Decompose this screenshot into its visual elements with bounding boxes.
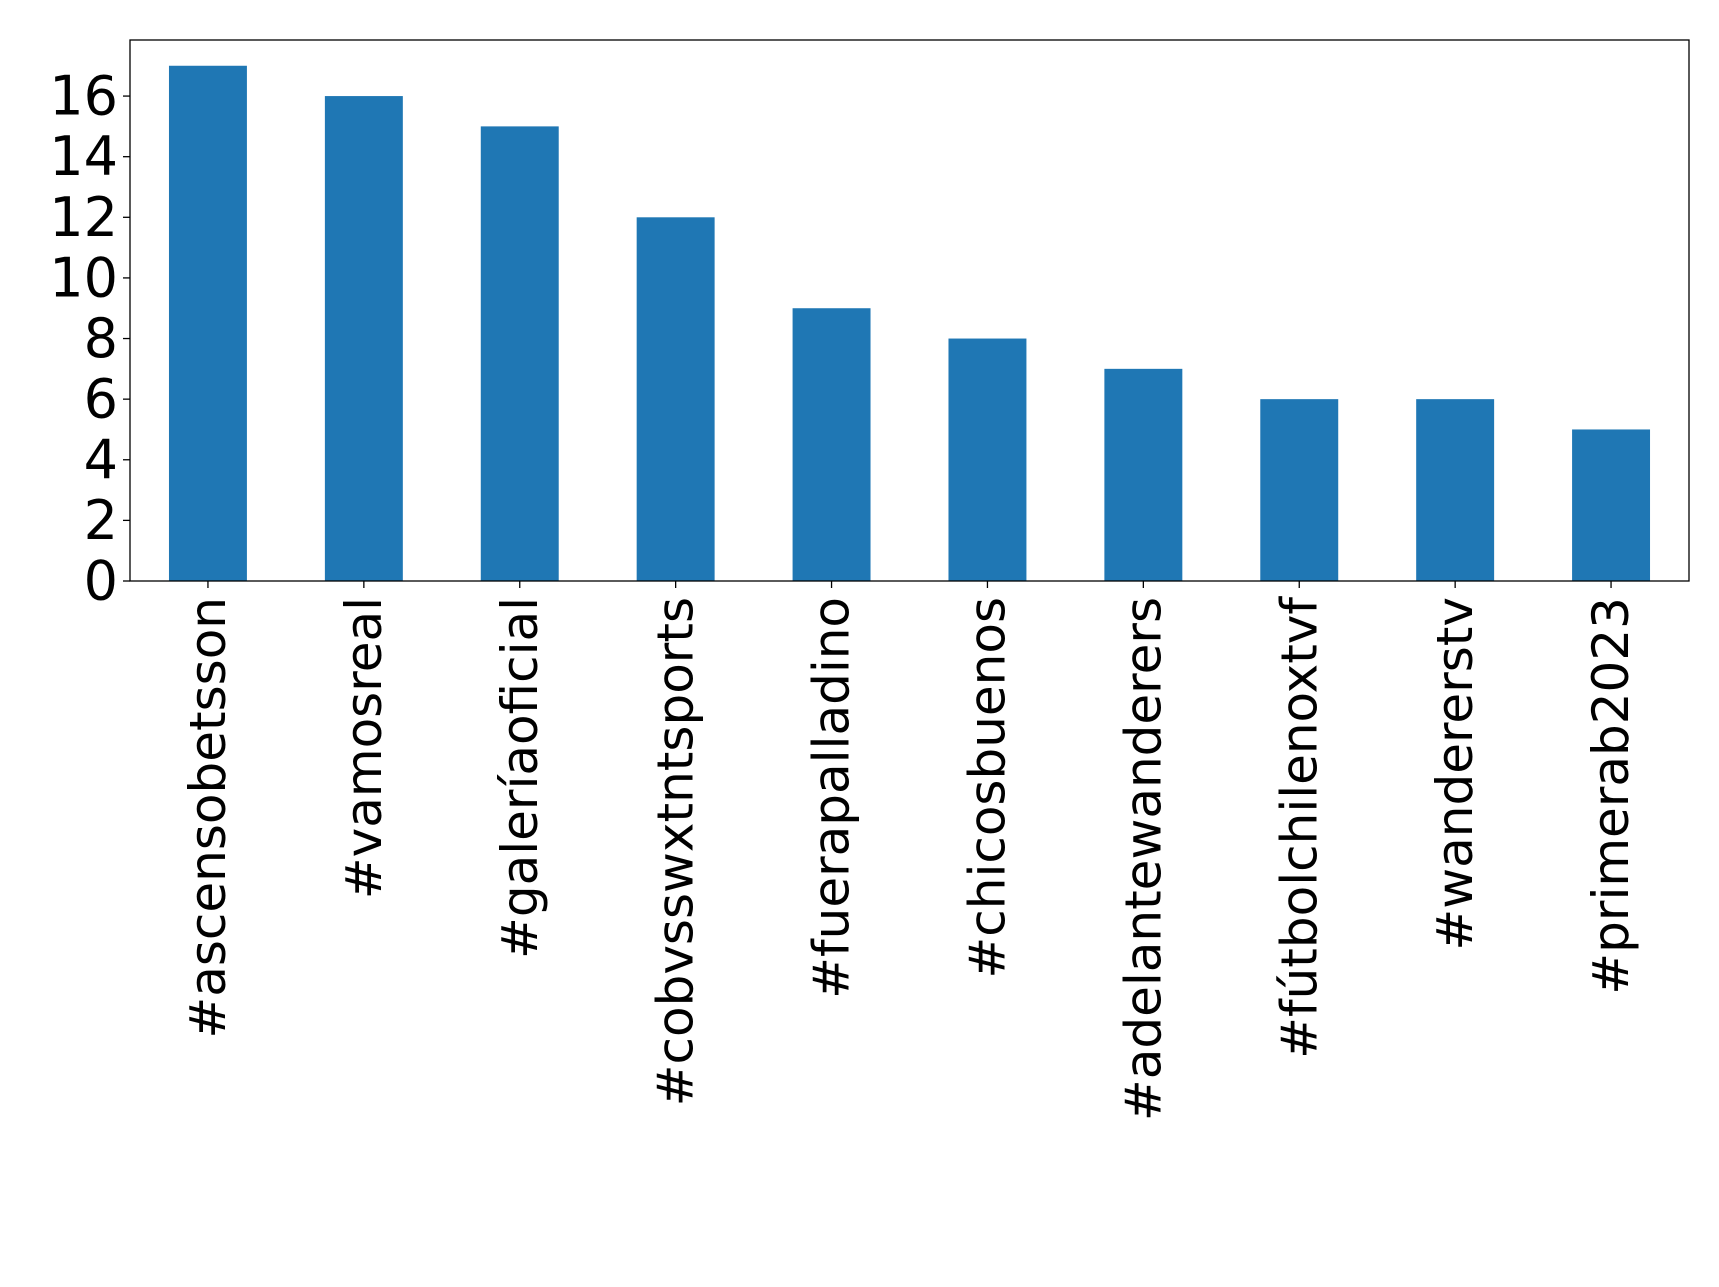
x-tick-label: #wandererstv	[1426, 597, 1484, 951]
x-tick-label: #fútbolchilenoxtvf	[1270, 596, 1328, 1059]
bar	[1260, 399, 1339, 581]
x-tick-label: #ascensobetsson	[179, 597, 237, 1039]
y-tick-label: 6	[84, 368, 118, 431]
bar	[1416, 399, 1495, 581]
y-tick-label: 8	[84, 307, 118, 370]
x-tick-label: #primerab2023	[1582, 597, 1640, 995]
y-tick-label: 4	[84, 428, 118, 491]
y-tick-label: 16	[49, 65, 118, 128]
x-tick-label: #vamosreal	[335, 597, 393, 899]
bar	[1104, 368, 1183, 581]
y-tick-label: 0	[84, 550, 118, 613]
x-tick-label: #chicosbuenos	[958, 597, 1016, 979]
y-tick-label: 10	[49, 246, 118, 309]
bar	[480, 126, 559, 581]
bar	[324, 96, 403, 581]
x-axis: #ascensobetsson #vamosreal #galeríaoficial…	[179, 581, 1640, 1121]
bar	[1572, 429, 1651, 581]
y-tick-label: 14	[49, 125, 118, 188]
x-tick-label: #galeríaoficial	[491, 597, 549, 959]
bar	[168, 65, 247, 581]
x-tick-label: #adelantewanderers	[1114, 597, 1172, 1121]
y-tick-label: 12	[49, 186, 118, 249]
bar	[636, 217, 715, 582]
plot-frame	[129, 39, 1690, 582]
y-tick-label: 2	[84, 489, 118, 552]
x-tick-label: #cobvsswxtntsports	[647, 597, 705, 1106]
bars-layer	[168, 65, 1651, 582]
bar	[948, 338, 1027, 581]
x-tick-label: #fuerapalladino	[803, 597, 861, 999]
bar	[792, 308, 871, 581]
